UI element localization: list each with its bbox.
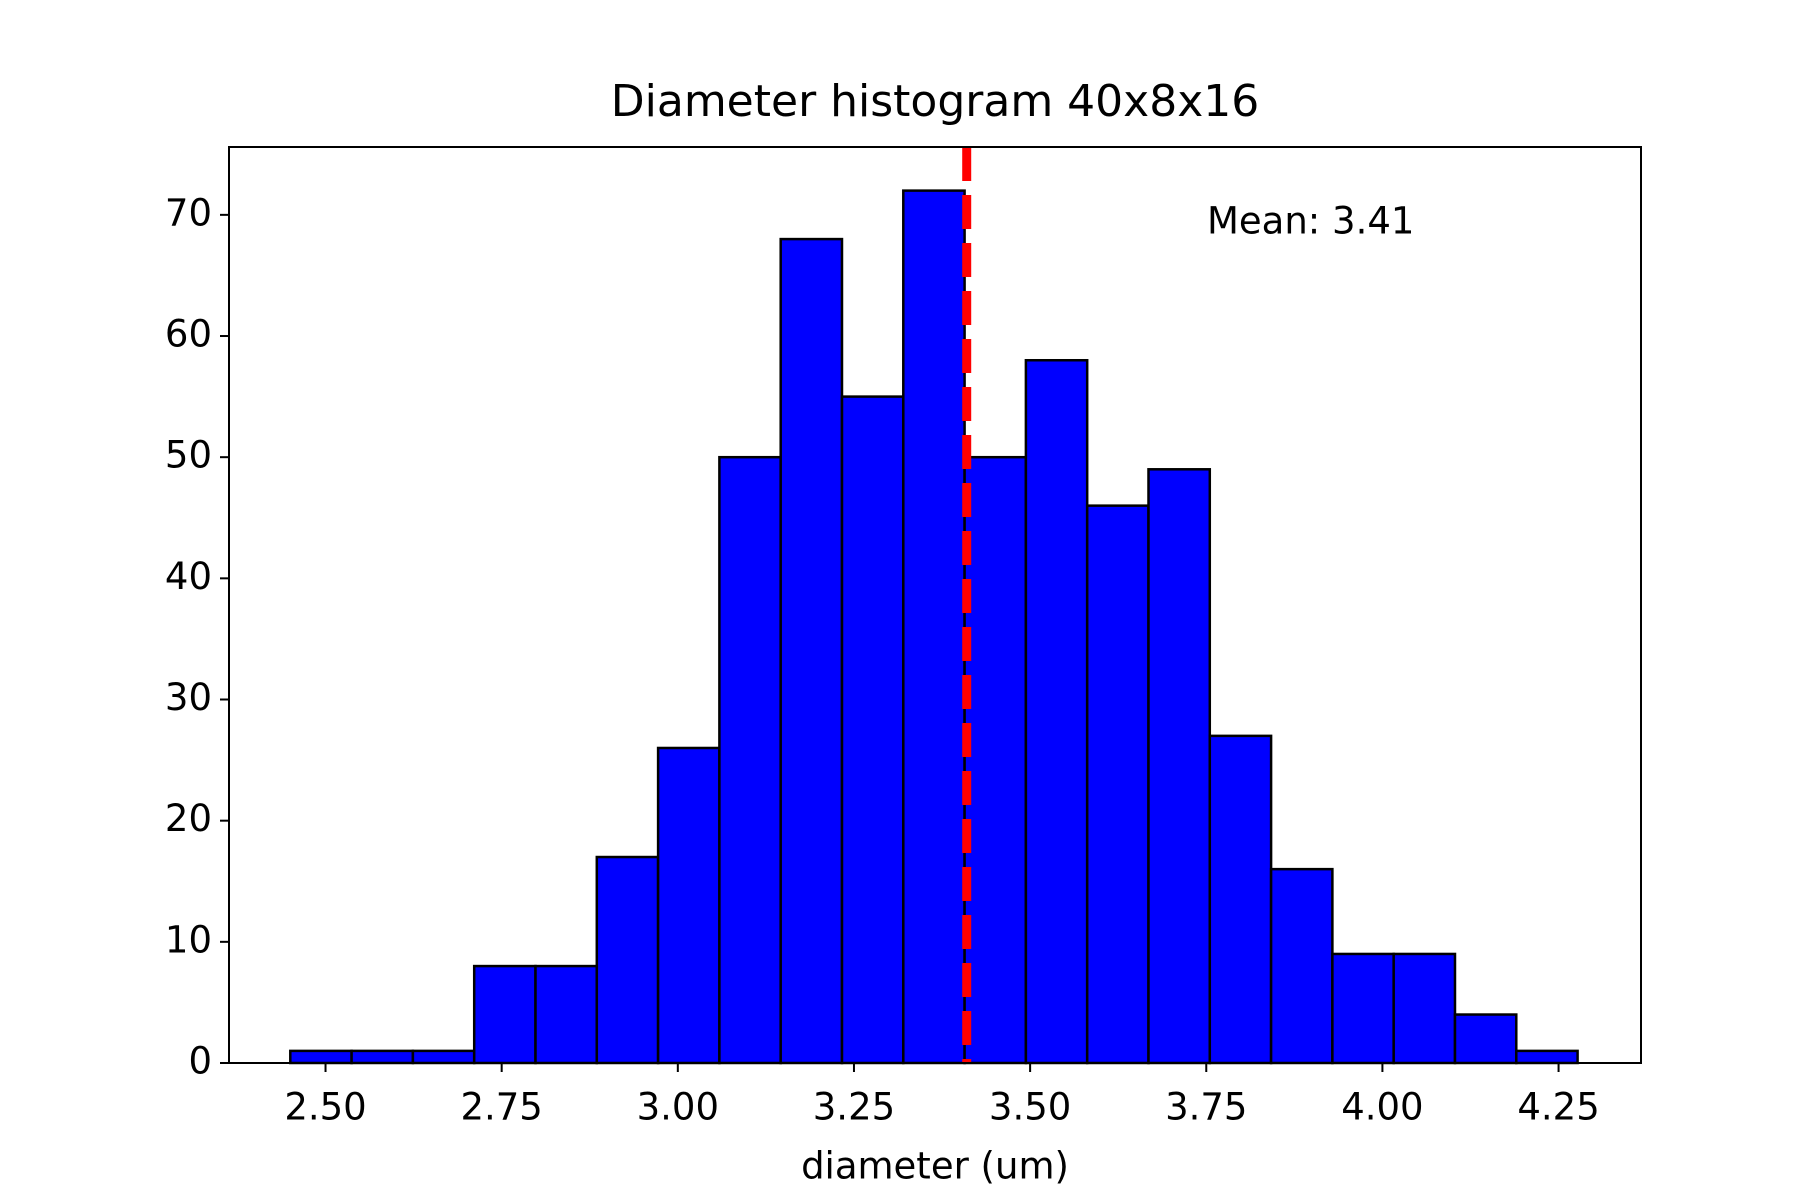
x-tick-label: 3.00	[637, 1086, 719, 1129]
y-tick-label: 10	[165, 918, 212, 961]
bar	[534, 964, 599, 1065]
bar	[1392, 952, 1457, 1065]
bar	[840, 395, 905, 1065]
plot-frame	[228, 146, 1642, 1064]
y-tick-label: 20	[165, 797, 212, 840]
bar	[656, 746, 721, 1065]
y-tick-label: 40	[165, 555, 212, 598]
annotation: Mean: 3.41	[1207, 200, 1414, 243]
bar	[718, 455, 782, 1065]
y-tick-label: 0	[188, 1040, 212, 1083]
bar	[289, 1049, 353, 1065]
chart-title: Diameter histogram 40x8x16	[611, 76, 1259, 127]
bar	[779, 237, 844, 1065]
bar	[472, 964, 537, 1065]
bar	[1331, 952, 1395, 1065]
bar	[963, 455, 1028, 1065]
x-tick-label: 2.50	[284, 1086, 366, 1129]
y-tick-label: 30	[165, 676, 212, 719]
bar	[1208, 734, 1273, 1065]
y-tick-label: 60	[165, 313, 212, 356]
bar	[1269, 867, 1334, 1065]
bar	[1515, 1049, 1579, 1065]
bar	[902, 189, 966, 1065]
bar	[1024, 358, 1089, 1065]
bar	[595, 855, 660, 1065]
x-tick-label: 2.75	[460, 1086, 542, 1129]
bar	[1085, 504, 1150, 1065]
bar	[1453, 1013, 1518, 1065]
bar	[350, 1049, 415, 1065]
y-tick-label: 70	[165, 191, 212, 234]
x-tick-label: 4.25	[1517, 1086, 1599, 1129]
x-tick-label: 4.00	[1341, 1086, 1423, 1129]
x-axis-label: diameter (um)	[801, 1145, 1069, 1188]
y-tick-label: 50	[165, 434, 212, 477]
x-tick-label: 3.50	[989, 1086, 1071, 1129]
x-tick-label: 3.25	[813, 1086, 895, 1129]
x-tick-label: 3.75	[1165, 1086, 1247, 1129]
bar	[411, 1049, 476, 1065]
bar	[1147, 468, 1212, 1065]
